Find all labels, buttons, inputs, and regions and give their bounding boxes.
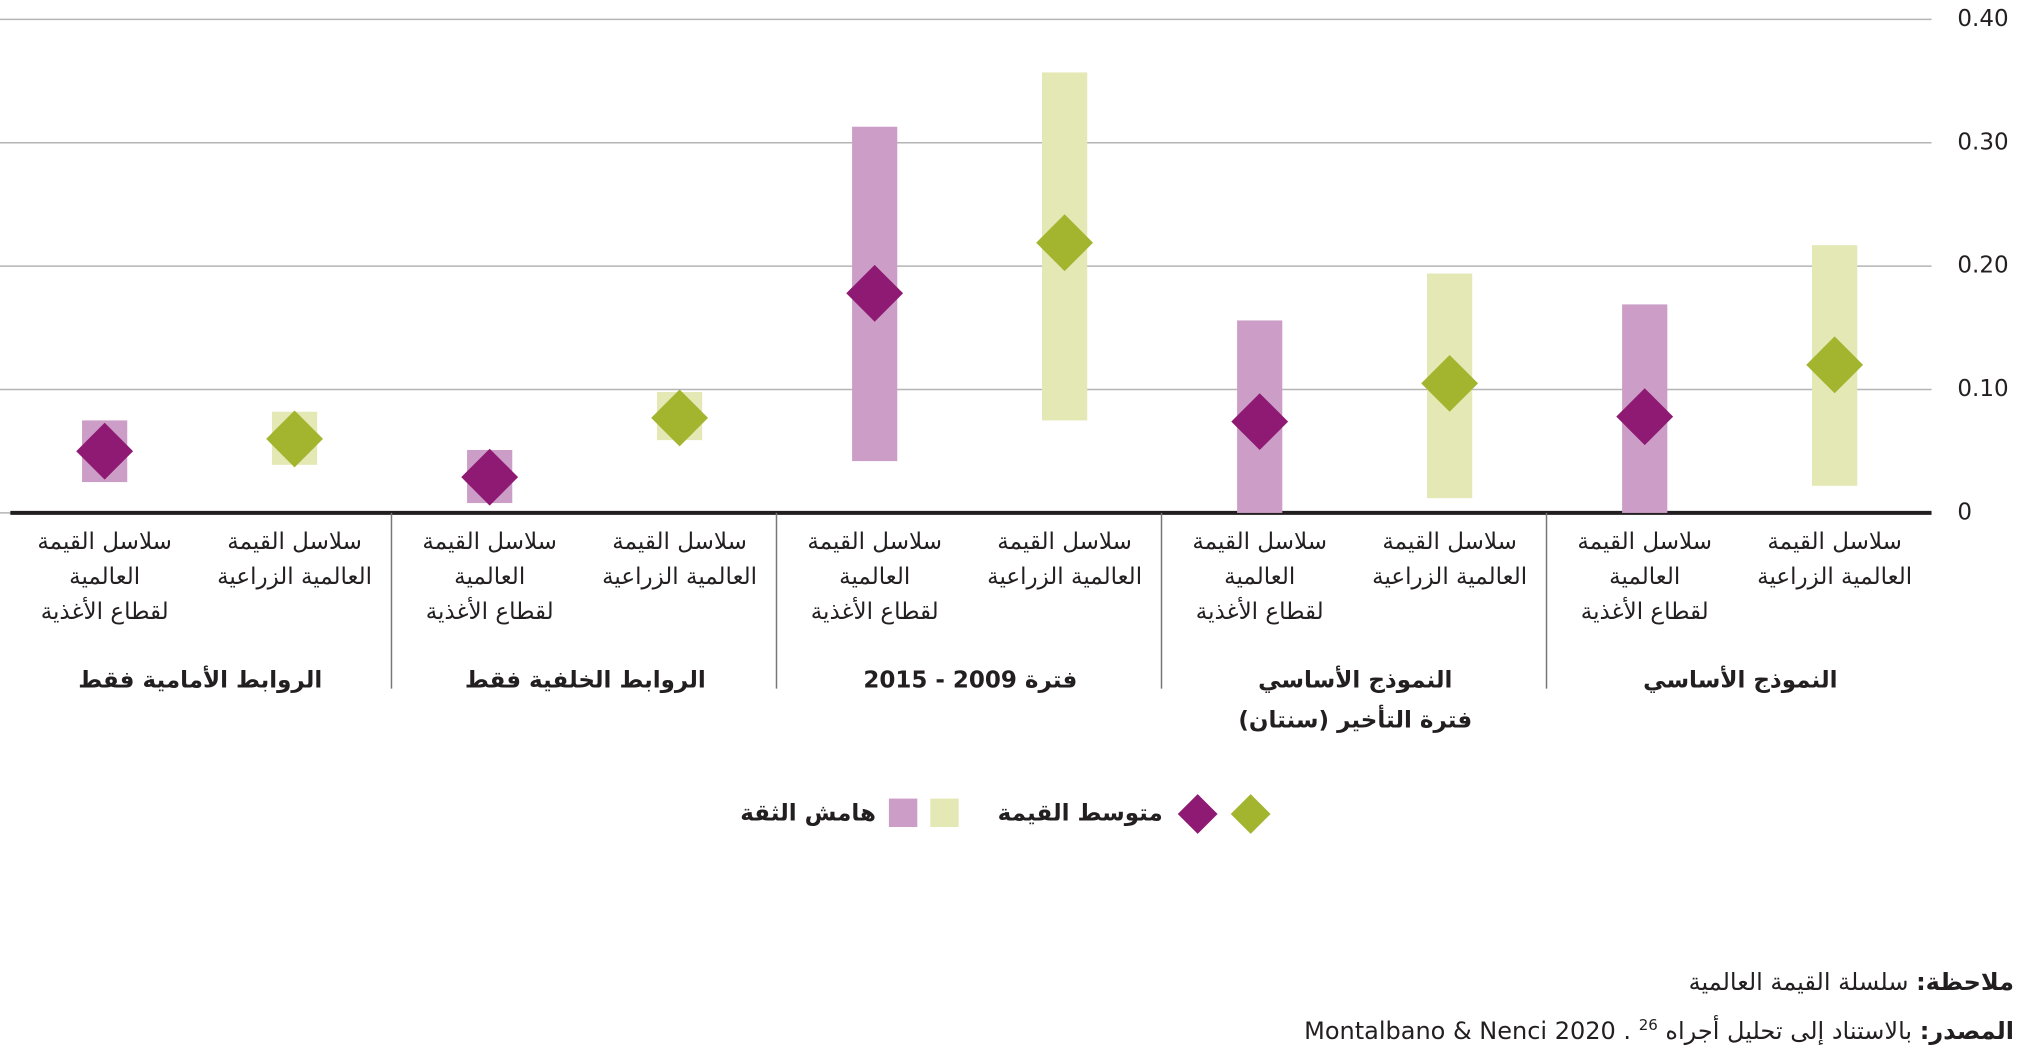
category-label: سلاسل القيمة bbox=[612, 529, 747, 555]
category-label: سلاسل القيمة bbox=[227, 529, 362, 555]
mean-marker bbox=[1616, 388, 1674, 446]
category-label: سلاسل القيمة bbox=[997, 529, 1132, 555]
source: المصدر: بالاستناد إلى تحليل أجراه Montal… bbox=[1304, 1016, 2014, 1045]
legend-band-marker bbox=[930, 798, 959, 828]
note: ملاحظة: سلسلة القيمة العالمية bbox=[1689, 968, 2014, 996]
group-label: النموذج الأساسي bbox=[1643, 664, 1837, 693]
category-label: سلاسل القيمة bbox=[807, 529, 942, 555]
mean-marker bbox=[1421, 354, 1479, 412]
mean-marker bbox=[1806, 336, 1864, 394]
category-label: العالمية bbox=[839, 564, 910, 590]
category-label: سلاسل القيمة bbox=[1767, 529, 1902, 555]
category-label: العالمية bbox=[1224, 564, 1295, 590]
category-label: العالمية الزراعية bbox=[987, 564, 1142, 590]
legend-label: متوسط القيمة bbox=[998, 800, 1163, 826]
category-label: لقطاع الأغذية bbox=[1196, 597, 1324, 625]
category-label: سلاسل القيمة bbox=[422, 529, 557, 555]
legend-label: هامش الثقة bbox=[740, 800, 876, 826]
y-tick-label: 0.20 bbox=[1957, 253, 2008, 279]
y-tick-label: 0.30 bbox=[1957, 129, 2008, 155]
group-label: فترة التأخير (سنتان) bbox=[1238, 703, 1472, 733]
category-label: العالمية bbox=[454, 564, 525, 590]
mean-marker bbox=[1036, 214, 1094, 272]
mean-marker bbox=[1231, 393, 1289, 451]
source-text: بالاستناد إلى تحليل أجراه Montalbano & N… bbox=[1304, 1017, 1913, 1045]
mean-marker bbox=[76, 422, 134, 480]
group-label: الروابط الخلفية فقط bbox=[465, 667, 706, 693]
category-label: لقطاع الأغذية bbox=[426, 597, 554, 625]
y-tick-label: 0 bbox=[1957, 499, 1972, 525]
category-label: سلاسل القيمة bbox=[1192, 529, 1327, 555]
category-label: العالمية bbox=[69, 564, 140, 590]
y-tick-label: 0.40 bbox=[1957, 6, 2008, 32]
category-label: سلاسل القيمة bbox=[1382, 529, 1517, 555]
note-label: ملاحظة: bbox=[1916, 968, 2014, 996]
y-tick-label: 0.10 bbox=[1957, 376, 2008, 402]
mean-marker bbox=[651, 389, 709, 447]
category-label: لقطاع الأغذية bbox=[1581, 597, 1709, 625]
category-label: لقطاع الأغذية bbox=[41, 597, 169, 625]
category-label: العالمية الزراعية bbox=[1757, 564, 1912, 590]
mean-marker bbox=[846, 264, 904, 322]
category-label: العالمية bbox=[1609, 564, 1680, 590]
category-label: العالمية الزراعية bbox=[602, 564, 757, 590]
source-label: المصدر: bbox=[1919, 1017, 2014, 1045]
mean-marker bbox=[461, 448, 519, 506]
category-label: لقطاع الأغذية bbox=[811, 597, 939, 625]
legend-mean-marker bbox=[1230, 794, 1271, 834]
legend-mean-marker bbox=[1177, 794, 1218, 834]
category-label: سلاسل القيمة bbox=[1577, 529, 1712, 555]
category-label: العالمية الزراعية bbox=[1372, 564, 1527, 590]
group-label: النموذج الأساسي bbox=[1258, 664, 1452, 693]
legend-band-marker bbox=[888, 798, 918, 828]
group-label: فترة 2009 - 2015 bbox=[863, 667, 1077, 693]
category-label: العالمية الزراعية bbox=[217, 564, 372, 590]
group-label: الروابط الأمامية فقط bbox=[78, 664, 322, 693]
mean-marker bbox=[266, 410, 323, 468]
category-label: سلاسل القيمة bbox=[37, 529, 172, 555]
note-text: سلسلة القيمة العالمية bbox=[1688, 968, 1909, 996]
source-ref: 26 bbox=[1638, 1016, 1658, 1034]
